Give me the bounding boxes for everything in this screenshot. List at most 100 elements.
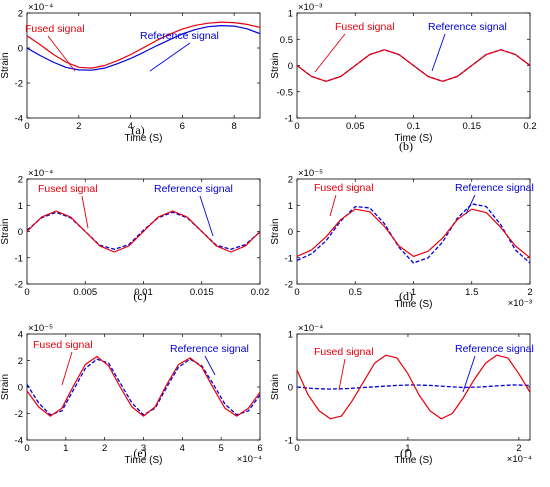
x-tick-label: 2 <box>102 443 107 454</box>
y-tick-label: 4 <box>18 330 23 341</box>
y-tick-label: 0.5 <box>280 35 293 46</box>
x-tick-label: 0.2 <box>523 121 536 132</box>
y-exponent: ×10⁻⁵ <box>28 323 53 334</box>
series-line-2 <box>27 210 260 253</box>
panel-label: (f) <box>400 446 412 460</box>
y-tick-label: -1 <box>285 114 293 125</box>
y-tick-label: 0 <box>18 383 23 394</box>
y-tick-label: 0 <box>18 44 23 55</box>
x-tick-label: 2 <box>516 443 521 454</box>
y-exponent: ×10⁻³ <box>298 2 322 13</box>
y-tick-label: -2 <box>15 280 23 291</box>
series-line-1 <box>297 203 530 264</box>
y-tick-label: -1 <box>285 436 293 447</box>
y-exponent: ×10⁻⁴ <box>28 2 53 13</box>
series-line-2 <box>297 208 530 259</box>
x-exponent: ×10⁻³ <box>508 298 532 309</box>
x-tick-label: 0.02 <box>251 287 270 298</box>
plot-frame <box>296 178 531 285</box>
x-axis-label: Time (S) <box>125 133 163 144</box>
series-line-1 <box>27 211 260 250</box>
y-tick-label: -1 <box>285 253 293 264</box>
x-tick-label: 0.05 <box>346 121 365 132</box>
y-axis-label: Strain <box>0 374 11 400</box>
panel-label: (a) <box>131 123 144 137</box>
panel-label: (c) <box>133 289 146 303</box>
x-tick-label: 4 <box>128 121 133 132</box>
y-axis-label: Strain <box>270 374 281 400</box>
x-tick-label: 0.01 <box>134 287 153 298</box>
panel-label: (b) <box>399 139 413 153</box>
annotation-label: Reference signal <box>455 343 534 355</box>
x-tick-label: 1 <box>405 443 410 454</box>
x-tick-label: 4 <box>180 443 185 454</box>
x-tick-label: 0.5 <box>349 287 362 298</box>
annotation-arrow <box>47 35 76 72</box>
x-tick-label: 0 <box>294 287 299 298</box>
annotation-arrow <box>338 358 346 391</box>
y-tick-label: 2 <box>18 9 23 20</box>
annotation-label: Fused signal <box>335 21 395 33</box>
series-line-2 <box>27 355 260 417</box>
chart-panel-3: 0 0.005 0.01 0.015 0.02 -2 -1 0 1 2 ×10⁻⁴ Strain Fus… <box>0 168 269 303</box>
x-tick-label: 1 <box>411 287 416 298</box>
annotation-arrow <box>149 42 191 72</box>
annotation-arrow <box>81 195 89 229</box>
chart-panel-4: 0 0.5 1 1.5 2 -2 -1 0 1 2 ×10⁻⁵ ×10⁻³ Time (S) Strain… <box>270 168 534 310</box>
panel-label: (e) <box>133 446 146 460</box>
annotation-arrow <box>431 33 446 72</box>
y-tick-label: -1 <box>15 253 23 264</box>
annotation-arrow <box>462 355 476 393</box>
y-tick-label: -2 <box>285 280 293 291</box>
annotation-label: Reference signal <box>428 21 507 33</box>
x-tick-label: 6 <box>180 121 185 132</box>
annotation-arrow <box>465 194 476 215</box>
x-axis-label: Time (S) <box>395 133 433 144</box>
y-tick-label: -4 <box>15 436 23 447</box>
y-tick-label: 1 <box>288 201 293 212</box>
chart-panel-2: 0 0.05 0.1 0.15 0.2 -1 -0.5 0 0.5 1 ×10⁻³ Time (S) S… <box>270 2 537 153</box>
y-tick-label: 0 <box>288 383 293 394</box>
annotation-arrow <box>199 195 214 237</box>
y-axis-label: Strain <box>270 218 281 244</box>
series-line-1 <box>27 358 260 416</box>
annotation-label: Fused signal <box>33 339 93 351</box>
y-tick-label: -2 <box>15 409 23 420</box>
annotation-label: Reference signal <box>170 343 249 355</box>
x-tick-label: 8 <box>231 121 236 132</box>
x-tick-label: 0.1 <box>407 121 420 132</box>
annotation-label: Reference signal <box>154 183 233 195</box>
y-tick-label: 1 <box>18 201 23 212</box>
y-tick-label: 1 <box>288 330 293 341</box>
annotation-arrow <box>329 194 337 217</box>
series-line-2 <box>297 49 530 82</box>
y-tick-label: 2 <box>18 175 23 186</box>
y-tick-label: 2 <box>18 356 23 367</box>
x-tick-label: 3 <box>141 443 146 454</box>
y-tick-label: -2 <box>15 79 23 90</box>
x-axis-label: Time (S) <box>395 299 433 310</box>
y-tick-label: -0.5 <box>277 87 293 98</box>
annotation-arrow <box>204 355 216 376</box>
x-exponent: ×10⁻⁴ <box>237 454 262 465</box>
y-tick-label: 0 <box>288 227 293 238</box>
x-tick-label: 1.5 <box>465 287 478 298</box>
y-tick-label: 1 <box>288 9 293 20</box>
annotation-label: Reference signal <box>455 182 534 194</box>
annotation-label: Fused signal <box>38 183 98 195</box>
panel-label: (d) <box>399 289 413 303</box>
x-tick-label: 0 <box>24 443 29 454</box>
x-exponent: ×10⁻⁴ <box>507 454 532 465</box>
x-tick-label: 2 <box>76 121 81 132</box>
x-tick-label: 0.005 <box>73 287 97 298</box>
x-tick-label: 0.015 <box>190 287 214 298</box>
y-axis-label: Strain <box>0 218 11 244</box>
annotation-arrow <box>314 33 346 73</box>
x-tick-label: 0.15 <box>463 121 482 132</box>
annotation-label: Fused signal <box>314 346 374 358</box>
plot-frame <box>26 12 261 119</box>
x-tick-label: 1 <box>63 443 68 454</box>
x-tick-label: 0 <box>294 443 299 454</box>
annotation-label: Fused signal <box>25 23 85 35</box>
